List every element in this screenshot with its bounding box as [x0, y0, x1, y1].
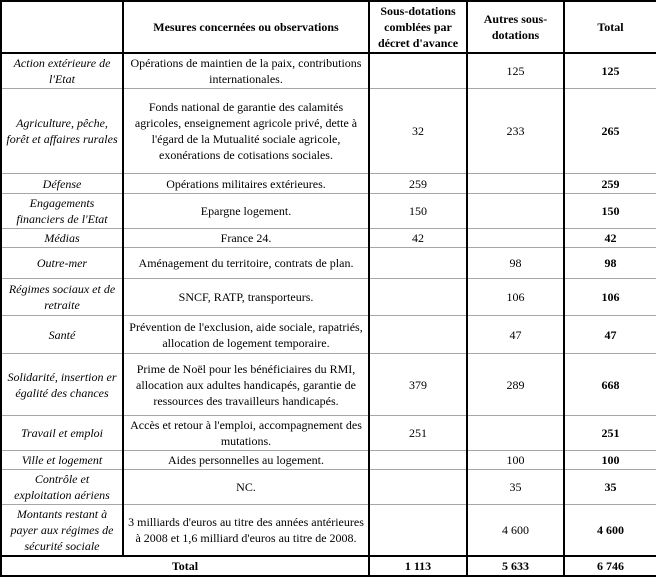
total-value: 98 — [563, 247, 656, 279]
total-value: 100 — [563, 450, 656, 470]
decree-value — [368, 247, 468, 279]
row-label: Médias — [0, 228, 124, 248]
decree-value — [368, 278, 468, 316]
table-row: Solidarité, insertion er égalité des cha… — [0, 353, 656, 416]
measures-cell: Opérations militaires extérieures. — [122, 173, 370, 194]
total-value: 125 — [563, 52, 656, 89]
table-row: Défense Opérations militaires extérieure… — [0, 173, 656, 194]
row-label: Solidarité, insertion er égalité des cha… — [0, 353, 124, 416]
table-row: Santé Prévention de l'exclusion, aide so… — [0, 315, 656, 354]
table-row: Contrôle et exploitation aériens NC. 35 … — [0, 469, 656, 505]
table-row: Régimes sociaux et de retraite SNCF, RAT… — [0, 278, 656, 316]
other-value: 125 — [466, 52, 565, 89]
other-value — [466, 228, 565, 248]
measures-cell: France 24. — [122, 228, 370, 248]
other-value: 289 — [466, 353, 565, 416]
table-row: Montants restant à payer aux régimes de … — [0, 504, 656, 557]
table-row: Ville et logement Aides personnelles au … — [0, 450, 656, 470]
other-value: 233 — [466, 88, 565, 174]
measures-cell: Aides personnelles au logement. — [122, 450, 370, 470]
total-value: 668 — [563, 353, 656, 416]
row-label: Agriculture, pêche, forêt et affaires ru… — [0, 88, 124, 174]
total-row: Total 1 113 5 633 6 746 — [0, 555, 656, 577]
decree-value — [368, 315, 468, 354]
total-value: 106 — [563, 278, 656, 316]
decree-value: 251 — [368, 415, 468, 451]
other-value: 106 — [466, 278, 565, 316]
header-row: Mesures concernées ou observations Sous-… — [0, 0, 656, 54]
decree-value — [368, 504, 468, 557]
table-row: Travail et emploi Accès et retour à l'em… — [0, 415, 656, 451]
row-label: Contrôle et exploitation aériens — [0, 469, 124, 505]
column-header-decree: Sous-dotations comblées par décret d'ava… — [368, 0, 468, 54]
total-value: 259 — [563, 173, 656, 194]
measures-cell: Fonds national de garantie des calamités… — [122, 88, 370, 174]
decree-value: 379 — [368, 353, 468, 416]
total-value: 251 — [563, 415, 656, 451]
row-label: Défense — [0, 173, 124, 194]
footer-decree-total: 1 113 — [368, 555, 468, 577]
decree-value — [368, 450, 468, 470]
total-value: 265 — [563, 88, 656, 174]
other-value: 47 — [466, 315, 565, 354]
measures-cell: Aménagement du territoire, contrats de p… — [122, 247, 370, 279]
measures-cell: NC. — [122, 469, 370, 505]
total-value: 150 — [563, 193, 656, 229]
decree-value: 32 — [368, 88, 468, 174]
row-label: Ville et logement — [0, 450, 124, 470]
footer-other-total: 5 633 — [466, 555, 565, 577]
total-value: 47 — [563, 315, 656, 354]
row-label: Santé — [0, 315, 124, 354]
column-header-measures: Mesures concernées ou observations — [122, 0, 370, 54]
table-row: Agriculture, pêche, forêt et affaires ru… — [0, 88, 656, 174]
row-label: Outre-mer — [0, 247, 124, 279]
decree-value: 150 — [368, 193, 468, 229]
table-row: Outre-mer Aménagement du territoire, con… — [0, 247, 656, 279]
other-value: 35 — [466, 469, 565, 505]
measures-cell: 3 milliards d'euros au titre des années … — [122, 504, 370, 557]
row-label: Action extérieure de l'Etat — [0, 52, 124, 89]
table-footer: Total 1 113 5 633 6 746 — [0, 555, 656, 577]
other-value: 4 600 — [466, 504, 565, 557]
measures-cell: SNCF, RATP, transporteurs. — [122, 278, 370, 316]
footer-total-label: Total — [0, 555, 370, 577]
column-header-other: Autres sous-dotations — [466, 0, 565, 54]
row-label: Montants restant à payer aux régimes de … — [0, 504, 124, 557]
table-header: Mesures concernées ou observations Sous-… — [0, 0, 656, 54]
total-value: 42 — [563, 228, 656, 248]
decree-value — [368, 52, 468, 89]
table-row: Médias France 24. 42 42 — [0, 228, 656, 248]
row-label: Engagements financiers de l'Etat — [0, 193, 124, 229]
measures-cell: Epargne logement. — [122, 193, 370, 229]
table-body: Action extérieure de l'Etat Opérations d… — [0, 52, 656, 557]
decree-value: 42 — [368, 228, 468, 248]
row-label: Travail et emploi — [0, 415, 124, 451]
total-value: 4 600 — [563, 504, 656, 557]
other-value: 98 — [466, 247, 565, 279]
table-row: Action extérieure de l'Etat Opérations d… — [0, 52, 656, 89]
measures-cell: Accès et retour à l'emploi, accompagneme… — [122, 415, 370, 451]
other-value — [466, 193, 565, 229]
other-value — [466, 173, 565, 194]
measures-cell: Prévention de l'exclusion, aide sociale,… — [122, 315, 370, 354]
measures-cell: Opérations de maintien de la paix, contr… — [122, 52, 370, 89]
decree-value — [368, 469, 468, 505]
measures-cell: Prime de Noël pour les bénéficiaires du … — [122, 353, 370, 416]
other-value — [466, 415, 565, 451]
decree-value: 259 — [368, 173, 468, 194]
footer-grand-total: 6 746 — [563, 555, 656, 577]
column-header-corner — [0, 0, 124, 54]
other-value: 100 — [466, 450, 565, 470]
column-header-total: Total — [563, 0, 656, 54]
total-value: 35 — [563, 469, 656, 505]
row-label: Régimes sociaux et de retraite — [0, 278, 124, 316]
table-row: Engagements financiers de l'Etat Epargne… — [0, 193, 656, 229]
